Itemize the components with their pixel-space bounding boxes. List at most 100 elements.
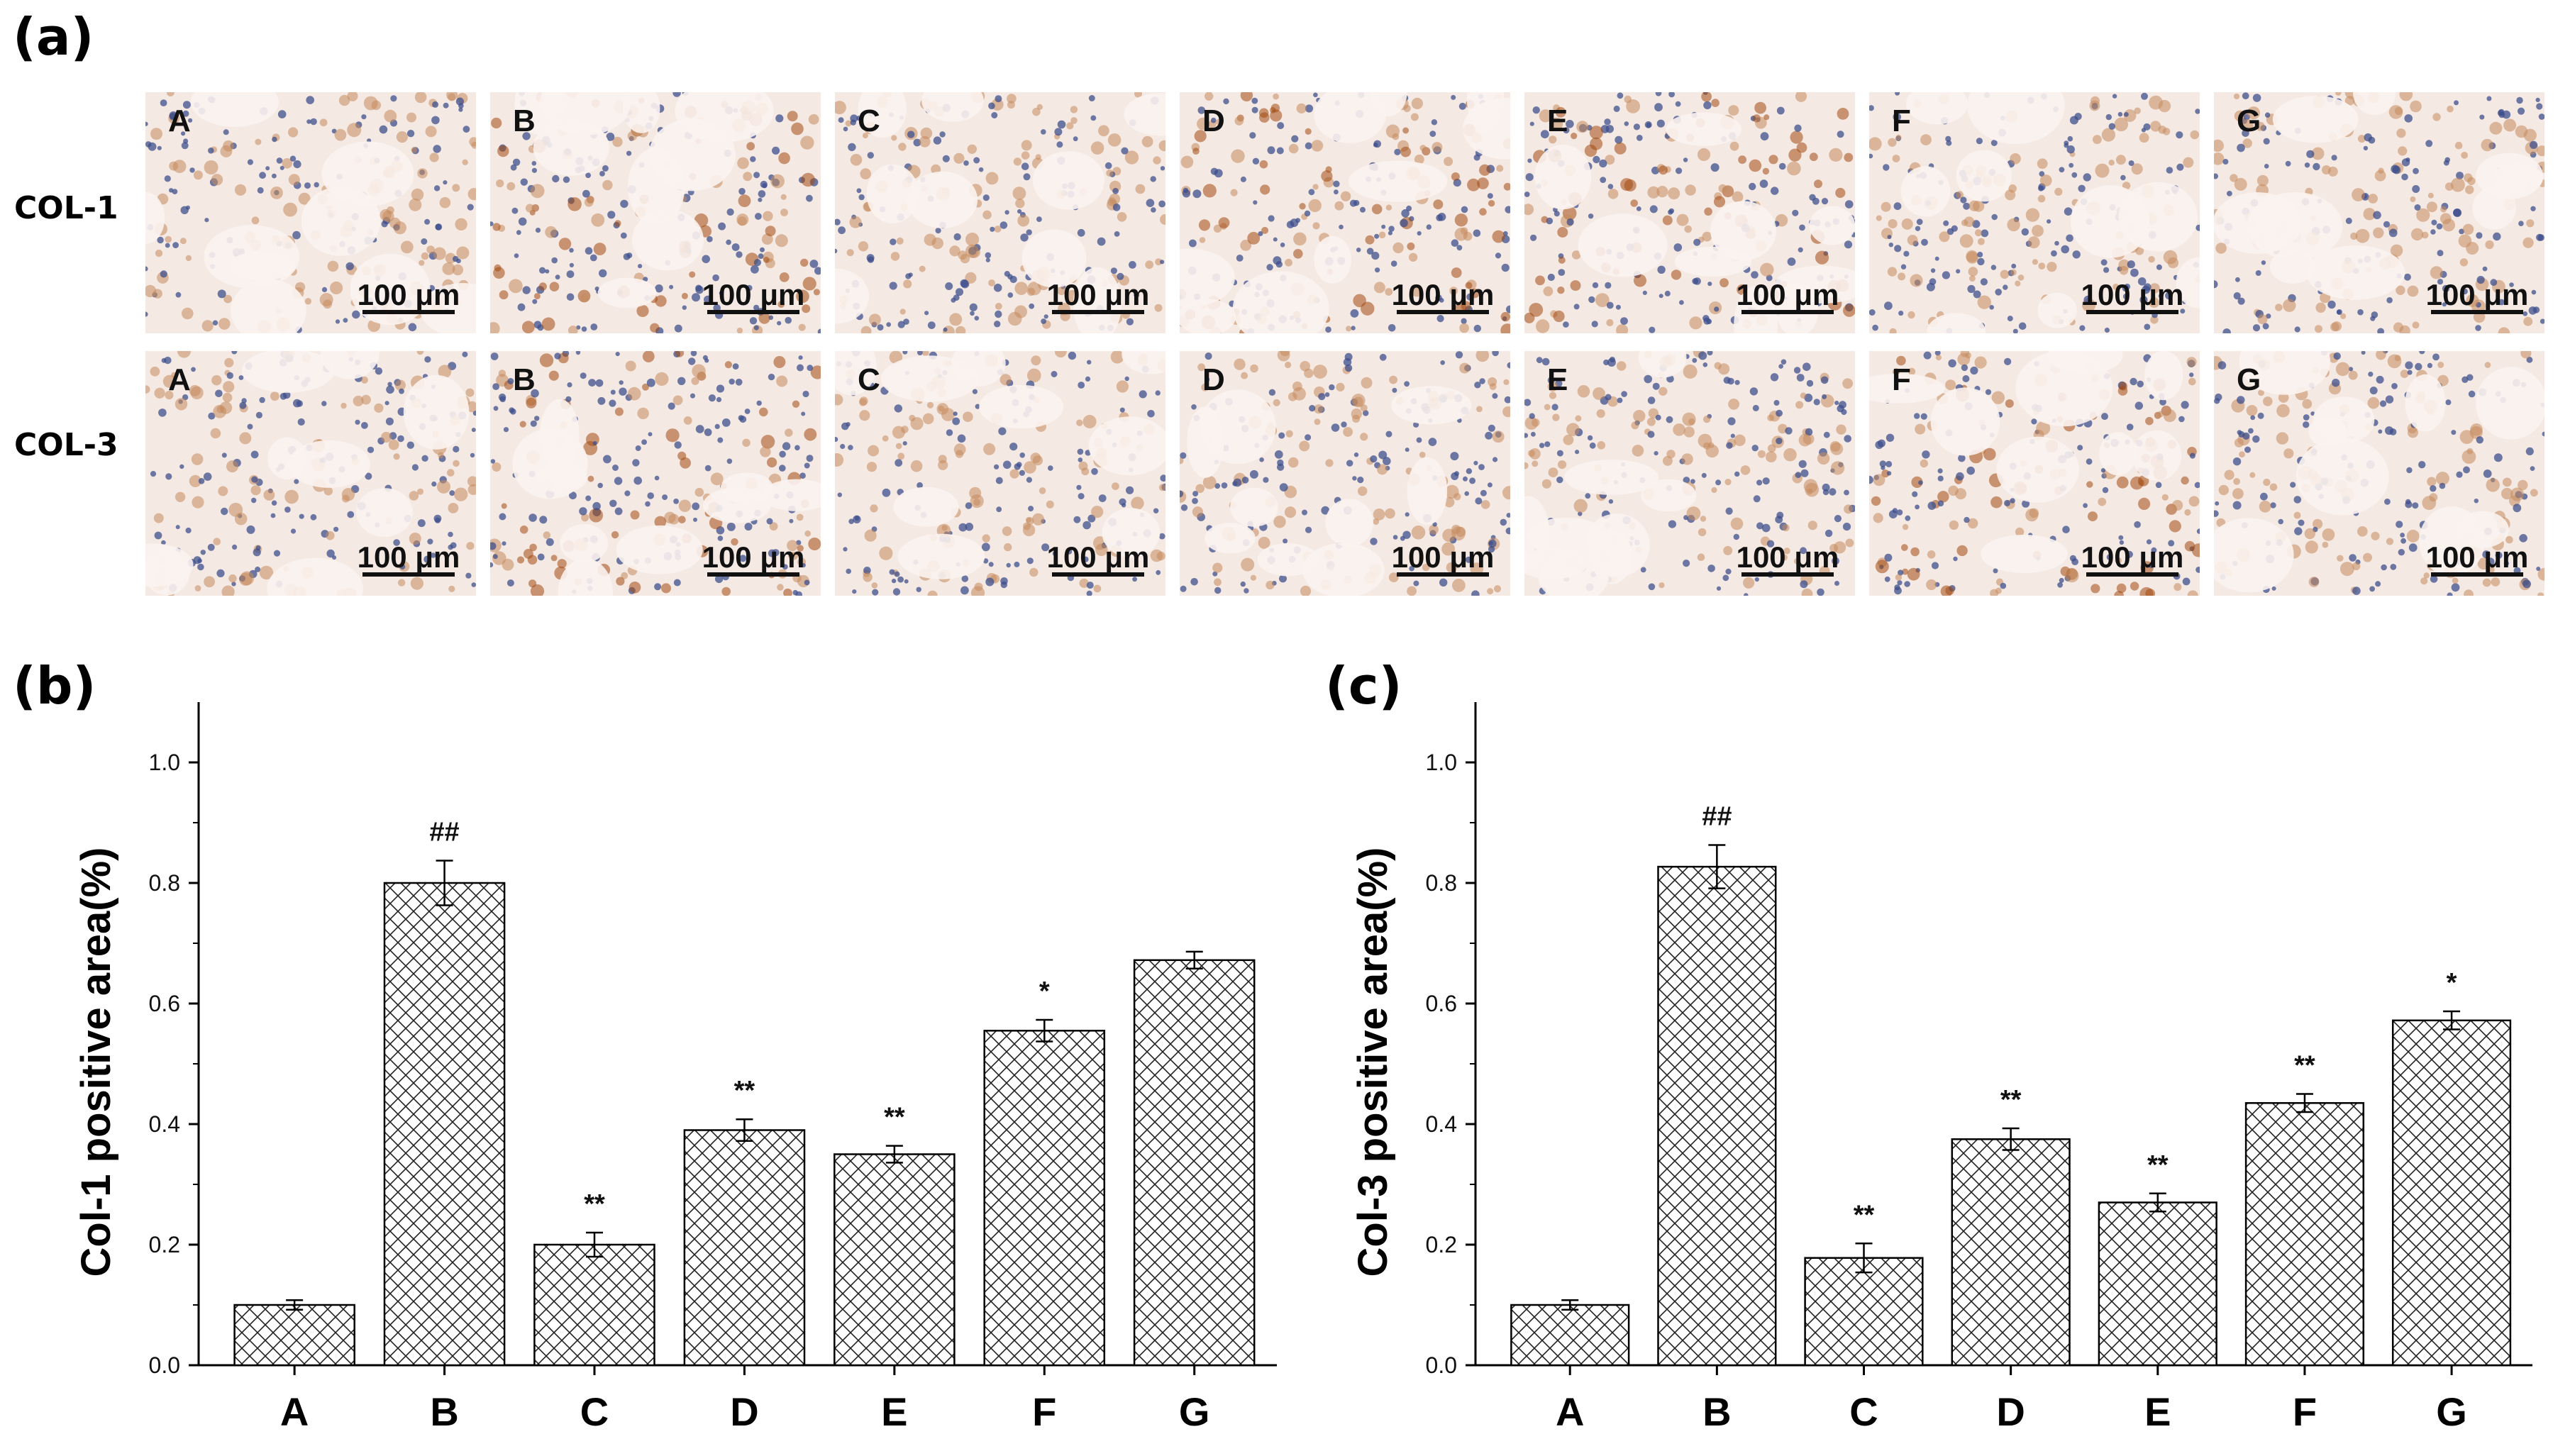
y-tick-label: 0.0 [1426, 1352, 1457, 1378]
scale-bar-label: 100 μm [1392, 540, 1495, 574]
bar-f [983, 1030, 1106, 1367]
y-tick-label: 0.6 [149, 991, 180, 1016]
y-tick-label: 0.4 [1426, 1111, 1457, 1137]
micrograph-col1-g: G 100 μm [2214, 92, 2544, 333]
micrograph-letter: F [1892, 104, 1911, 138]
micrograph-letter: G [2237, 362, 2261, 397]
bar-a [233, 1304, 355, 1367]
micrograph-letter: D [1202, 362, 1225, 397]
micrograph-letter: D [1202, 104, 1225, 138]
micrograph-letter: A [168, 104, 191, 138]
significance-label: ** [734, 1076, 755, 1106]
y-tick-label: 0.2 [149, 1232, 180, 1257]
scale-bar-label: 100 μm [1047, 540, 1150, 574]
micrograph-letter: G [2237, 104, 2261, 138]
micrograph-letter: C [858, 362, 880, 397]
y-tick-label: 0.8 [1426, 870, 1457, 896]
bar-f [2244, 1102, 2365, 1367]
micrograph-col3-c: C 100 μm [835, 351, 1165, 596]
micrograph-grid: A 100 μm B 100 μm C 100 μm D 100 μm E 100 μm F 100 … [145, 92, 2544, 596]
x-tick-label: A [1556, 1389, 1584, 1434]
bar-c [533, 1243, 655, 1367]
y-tick-label: 0.0 [149, 1352, 180, 1378]
x-tick-label: A [280, 1389, 309, 1434]
significance-label: ** [2294, 1051, 2315, 1081]
significance-label: ** [1854, 1200, 1875, 1230]
scale-bar-label: 100 μm [1737, 278, 1839, 311]
micrograph-letter: A [168, 362, 191, 397]
bar-d [1951, 1138, 2071, 1367]
significance-label: ** [584, 1189, 605, 1219]
significance-label: ## [1702, 801, 1732, 831]
micrograph-col1-e: E 100 μm [1524, 92, 1855, 333]
scale-bar-label: 100 μm [2426, 540, 2529, 574]
micrograph-col3-b: B 100 μm [490, 351, 821, 596]
scale-bar-label: 100 μm [2081, 540, 2184, 574]
micrograph-col3-g: G 100 μm [2214, 351, 2544, 596]
bar-d [683, 1129, 806, 1367]
x-tick-label: G [1179, 1389, 1210, 1434]
panel-label-a: (a) [13, 7, 94, 67]
significance-label: ## [429, 818, 459, 848]
bar-b [1657, 865, 1777, 1367]
x-tick-label: G [2436, 1389, 2467, 1434]
bar-g [1133, 959, 1256, 1367]
micrograph-col3-f: F 100 μm [1869, 351, 2200, 596]
bar-g [2391, 1019, 2512, 1367]
micrograph-letter: B [513, 104, 536, 138]
y-axis-label: Col-1 positive area(%) [73, 848, 119, 1277]
bar-e [2098, 1201, 2217, 1367]
micrograph-letter: B [513, 362, 536, 397]
bar-c [1804, 1257, 1924, 1367]
micrograph-col1-d: D 100 μm [1180, 92, 1510, 333]
micrograph-col3-a: A 100 μm [145, 351, 476, 596]
micrograph-col1-b: B 100 μm [490, 92, 821, 333]
micrograph-col1-a: A 100 μm [145, 92, 476, 333]
significance-label: * [2447, 968, 2457, 998]
y-tick-label: 0.4 [149, 1111, 180, 1137]
micrograph-letter: E [1547, 362, 1568, 397]
y-tick-label: 0.2 [1426, 1232, 1457, 1257]
scale-bar-label: 100 μm [702, 278, 805, 311]
x-tick-label: D [1996, 1389, 2025, 1434]
scale-bar-label: 100 μm [1737, 540, 1839, 574]
scale-bar-label: 100 μm [358, 278, 460, 311]
y-tick-label: 1.0 [1426, 750, 1457, 775]
x-tick-label: D [730, 1389, 758, 1434]
significance-label: ** [884, 1103, 905, 1133]
y-tick-label: 0.6 [1426, 991, 1457, 1016]
x-tick-label: F [1032, 1389, 1056, 1434]
significance-label: ** [2147, 1150, 2169, 1180]
micrograph-col1-c: C 100 μm [835, 92, 1165, 333]
scale-bar-label: 100 μm [1392, 278, 1495, 311]
row-label-col1: COL-1 [14, 190, 118, 226]
micrograph-col3-e: E 100 μm [1524, 351, 1855, 596]
bar-b [383, 882, 506, 1367]
bar-chart-col1: 0.0 0.2 0.4 0.6 0.8 1.0 Col-1 positive area(%)… [73, 702, 1277, 1434]
micrograph-col1-f: F 100 μm [1869, 92, 2200, 333]
x-tick-label: E [881, 1389, 907, 1434]
scale-bar-label: 100 μm [702, 540, 805, 574]
bar-e [834, 1153, 956, 1367]
scale-bar-label: 100 μm [1047, 278, 1150, 311]
scale-bar-label: 100 μm [2426, 278, 2529, 311]
y-tick-label: 0.8 [149, 870, 180, 896]
x-tick-label: F [2293, 1389, 2317, 1434]
x-tick-label: B [1702, 1389, 1731, 1434]
significance-label: ** [2000, 1085, 2022, 1115]
micrograph-letter: E [1547, 104, 1568, 138]
y-tick-label: 1.0 [149, 750, 180, 775]
y-axis-label: Col-3 positive area(%) [1350, 848, 1396, 1277]
micrograph-letter: F [1892, 362, 1911, 397]
significance-label: * [1039, 977, 1050, 1006]
micrograph-letter: C [858, 104, 880, 138]
micrograph-col3-d: D 100 μm [1180, 351, 1510, 596]
scale-bar-label: 100 μm [2081, 278, 2184, 311]
row-label-col3: COL-3 [14, 427, 118, 463]
scale-bar-label: 100 μm [358, 540, 460, 574]
x-tick-label: C [580, 1389, 609, 1434]
x-tick-label: C [1849, 1389, 1878, 1434]
panel-label-c: (c) [1325, 656, 1402, 716]
x-tick-label: B [430, 1389, 458, 1434]
bar-chart-col3: 0.0 0.2 0.4 0.6 0.8 1.0 Col-3 positive area(%)… [1350, 702, 2532, 1434]
